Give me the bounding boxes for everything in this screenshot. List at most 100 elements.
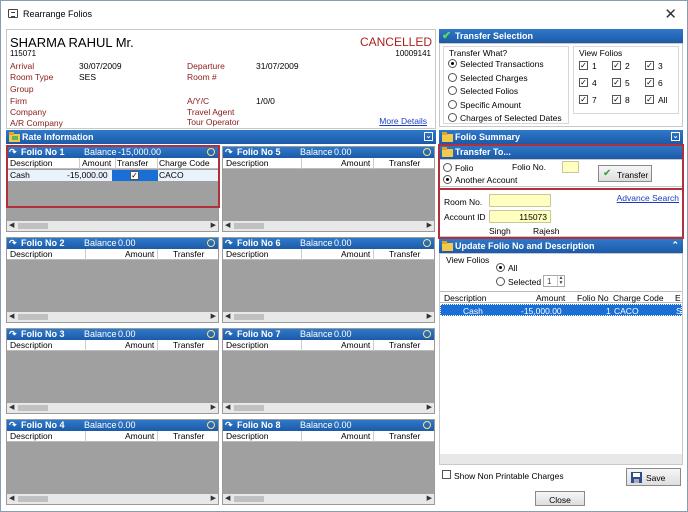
room-no-input[interactable]: [489, 194, 551, 207]
transfer-checkbox[interactable]: ✓: [130, 171, 139, 180]
scroll-right-icon[interactable]: ▶: [210, 495, 216, 502]
horizontal-scrollbar[interactable]: ◀ ▶: [223, 312, 434, 322]
collapse-icon[interactable]: ⌄: [424, 132, 433, 141]
search-icon[interactable]: [207, 148, 215, 156]
selected-folio-spinner[interactable]: 1 ▲ ▼: [543, 275, 565, 287]
window-icon: [8, 9, 18, 18]
scroll-thumb[interactable]: [234, 496, 264, 502]
scroll-right-icon[interactable]: ▶: [210, 313, 216, 320]
transfer-what-option: Selected Charges: [460, 72, 528, 83]
scroll-thumb[interactable]: [234, 405, 264, 411]
close-icon[interactable]: ✕: [664, 6, 677, 23]
view-folio-checkbox[interactable]: ✓: [612, 78, 621, 87]
update-grid-row[interactable]: Cash -15,000.00 1 CACO S: [440, 304, 682, 316]
folio-no-input[interactable]: [562, 161, 579, 173]
scroll-left-icon[interactable]: ◀: [9, 222, 15, 229]
horizontal-scrollbar[interactable]: ◀ ▶: [223, 403, 434, 413]
scroll-right-icon[interactable]: ▶: [210, 404, 216, 411]
advance-search-link[interactable]: Advance Search: [616, 193, 679, 203]
col-separator: [85, 249, 86, 260]
search-icon[interactable]: [423, 239, 431, 247]
room-type-label: Room Type: [10, 72, 54, 82]
collapse-up-icon[interactable]: ⌃: [671, 240, 679, 250]
view-folio-checkbox[interactable]: ✓: [579, 78, 588, 87]
scroll-thumb[interactable]: [18, 314, 48, 320]
transfer-what-radio[interactable]: [448, 113, 457, 122]
scroll-right-icon[interactable]: ▶: [426, 404, 432, 411]
transfer-what-radio[interactable]: [448, 72, 457, 82]
scroll-left-icon[interactable]: ◀: [225, 313, 231, 320]
search-icon[interactable]: [423, 421, 431, 429]
search-icon[interactable]: [423, 148, 431, 156]
collapse-icon[interactable]: ⌄: [671, 132, 680, 141]
balance-label: Balance: [84, 420, 117, 430]
horizontal-scrollbar[interactable]: ◀ ▶: [7, 403, 218, 413]
scroll-thumb[interactable]: [234, 223, 264, 229]
scroll-thumb[interactable]: [18, 223, 48, 229]
folio-header[interactable]: ↷ Folio No 6 Balance 0.00: [223, 238, 434, 249]
scroll-right-icon[interactable]: ▶: [210, 222, 216, 229]
folio-header[interactable]: ↷ Folio No 1 Balance -15,000.00: [7, 147, 218, 158]
scroll-left-icon[interactable]: ◀: [9, 404, 15, 411]
scroll-right-icon[interactable]: ▶: [426, 495, 432, 502]
more-details-link[interactable]: More Details: [379, 116, 427, 126]
view-folio-checkbox[interactable]: ✓: [645, 61, 654, 70]
scroll-thumb[interactable]: [234, 314, 264, 320]
horizontal-scrollbar[interactable]: ◀ ▶: [7, 494, 218, 504]
folio-header[interactable]: ↷ Folio No 3 Balance 0.00: [7, 329, 218, 340]
search-icon[interactable]: [207, 239, 215, 247]
close-button[interactable]: Close: [535, 491, 585, 506]
row-folio-no[interactable]: 1: [606, 306, 611, 316]
transfer-what-radio[interactable]: [448, 99, 457, 109]
view-folio-checkbox[interactable]: ✓: [612, 61, 621, 70]
folio-radio[interactable]: [443, 163, 452, 172]
show-non-printable-checkbox[interactable]: [442, 470, 451, 479]
scroll-right-icon[interactable]: ▶: [426, 313, 432, 320]
folio-row[interactable]: Cash -15,000.00 ✓ CACO: [7, 170, 218, 181]
transfer-button[interactable]: ✔ Transfer: [598, 165, 652, 182]
scroll-thumb[interactable]: [18, 405, 48, 411]
view-folio-checkbox[interactable]: ✓: [579, 95, 588, 104]
transfer-what-radio[interactable]: [448, 59, 457, 68]
folio-panel: ↷ Folio No 5 Balance 0.00 Description Am…: [222, 146, 435, 232]
save-button[interactable]: Save: [626, 468, 681, 486]
transfer-cell[interactable]: ✓: [112, 170, 158, 181]
view-folio-checkbox[interactable]: ✓: [645, 95, 654, 104]
folio-header[interactable]: ↷ Folio No 2 Balance 0.00: [7, 238, 218, 249]
folio-summary-bar[interactable]: Folio Summary ⌄: [439, 130, 683, 144]
search-icon[interactable]: [207, 330, 215, 338]
spinner-arrows-icon[interactable]: ▲ ▼: [557, 275, 564, 286]
scroll-left-icon[interactable]: ◀: [9, 495, 15, 502]
selected-radio[interactable]: [496, 277, 505, 286]
folio-header[interactable]: ↷ Folio No 7 Balance 0.00: [223, 329, 434, 340]
transfer-what-radio[interactable]: [448, 86, 457, 95]
col-separator: [79, 158, 80, 169]
scroll-left-icon[interactable]: ◀: [225, 222, 231, 229]
room-no-label: Room No.: [444, 197, 483, 207]
view-folio-checkbox[interactable]: ✓: [645, 78, 654, 87]
rate-info-bar[interactable]: Rate Information ⌄: [6, 130, 436, 144]
update-grid-scrollbar[interactable]: [440, 454, 682, 464]
search-icon[interactable]: [423, 330, 431, 338]
horizontal-scrollbar[interactable]: ◀ ▶: [7, 312, 218, 322]
scroll-left-icon[interactable]: ◀: [225, 404, 231, 411]
folio-header[interactable]: ↷ Folio No 4 Balance 0.00: [7, 420, 218, 431]
view-folio-checkbox[interactable]: ✓: [612, 95, 621, 104]
another-account-radio[interactable]: [443, 175, 452, 184]
horizontal-scrollbar[interactable]: ◀ ▶: [223, 494, 434, 504]
scroll-right-icon[interactable]: ▶: [426, 222, 432, 229]
folio-header[interactable]: ↷ Folio No 8 Balance 0.00: [223, 420, 434, 431]
search-icon[interactable]: [207, 421, 215, 429]
view-folio-checkbox[interactable]: ✓: [579, 61, 588, 70]
scroll-left-icon[interactable]: ◀: [9, 313, 15, 320]
scroll-thumb[interactable]: [18, 496, 48, 502]
folio-header[interactable]: ↷ Folio No 5 Balance 0.00: [223, 147, 434, 158]
account-id-input[interactable]: 115073: [489, 210, 551, 223]
all-radio[interactable]: [496, 263, 505, 272]
horizontal-scrollbar[interactable]: ◀ ▶: [7, 221, 218, 231]
scroll-left-icon[interactable]: ◀: [225, 495, 231, 502]
folio-panel: ↷ Folio No 1 Balance -15,000.00 Descript…: [6, 146, 219, 232]
selected-label: Selected: [508, 277, 542, 287]
horizontal-scrollbar[interactable]: ◀ ▶: [223, 221, 434, 231]
